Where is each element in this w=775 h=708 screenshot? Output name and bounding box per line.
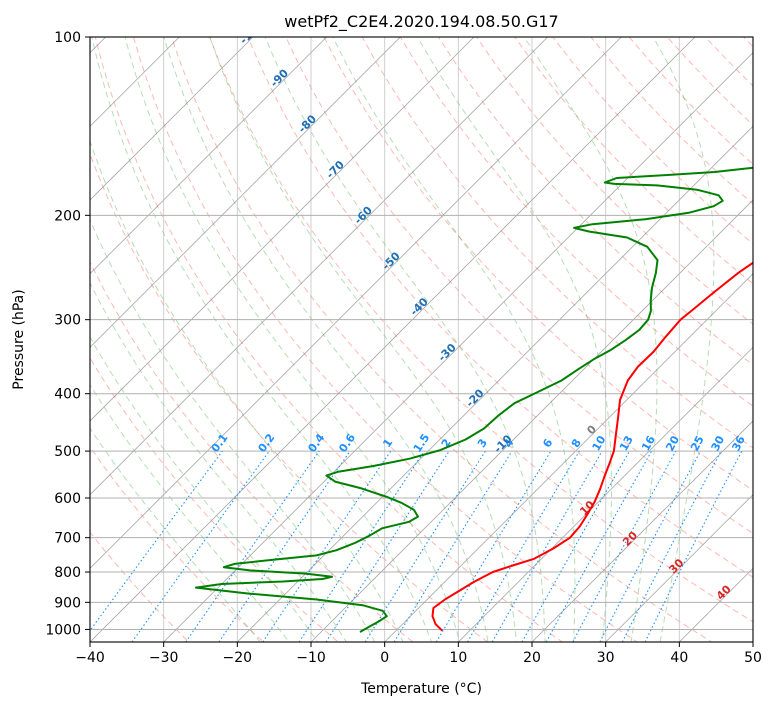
chart-title: wetPf2_C2E4.2020.194.08.50.G17 xyxy=(284,12,558,32)
axis-ticks: −40 −30 −20 −10 0 10 20 30 40 50 100 200 300 400 500 60… xyxy=(45,30,762,666)
isotherm-line xyxy=(90,37,475,422)
y-tick-label: 600 xyxy=(54,491,81,507)
isotherm-line xyxy=(237,125,753,642)
isotherm-line xyxy=(90,37,401,348)
y-tick-label: 800 xyxy=(54,565,81,581)
isotherm-line xyxy=(90,37,254,201)
dry-adiabat xyxy=(90,446,265,642)
isotherm-line xyxy=(384,273,753,642)
mixing-ratio-label: 30 xyxy=(709,433,728,453)
moist-adiabat xyxy=(90,427,261,642)
moist-adiabat xyxy=(163,37,489,642)
x-tick-label: −20 xyxy=(223,650,253,666)
mixing-ratio-line xyxy=(262,450,392,642)
dry-adiabat xyxy=(323,37,753,491)
mixing-ratio-label: 25 xyxy=(688,434,707,454)
moist-adiabat xyxy=(90,383,290,642)
x-tick-label: −40 xyxy=(75,650,105,666)
dewpoint-profile xyxy=(194,166,753,633)
x-tick-label: 0 xyxy=(380,650,389,666)
moist-adiabat xyxy=(91,37,432,642)
dry-adiabat xyxy=(90,152,489,642)
y-tick-label: 900 xyxy=(54,595,81,611)
y-tick-label: 400 xyxy=(54,387,81,403)
mixing-ratio-line xyxy=(131,450,270,642)
isotherm-line xyxy=(90,37,548,496)
dry-adiabat xyxy=(94,37,564,642)
y-tick-label: 100 xyxy=(54,30,81,46)
isotherm-line xyxy=(605,494,753,642)
y-tick-label: 200 xyxy=(54,208,81,224)
dry-adiabat xyxy=(209,37,753,623)
profile-lines xyxy=(194,166,753,633)
mixing-ratio-line xyxy=(521,450,630,642)
dry-adiabat xyxy=(247,37,753,578)
isotherm-line xyxy=(458,346,753,642)
mixing-ratio-line xyxy=(467,450,580,642)
moist-adiabat xyxy=(209,37,518,642)
x-tick-label: 20 xyxy=(523,650,541,666)
dry-adiabat xyxy=(90,260,414,642)
x-tick-label: −10 xyxy=(296,650,326,666)
isotherm-line xyxy=(310,199,753,642)
x-tick-label: −30 xyxy=(149,650,179,666)
isotherm-line xyxy=(163,52,753,642)
mixing-ratio-line xyxy=(435,450,552,642)
y-tick-label: 300 xyxy=(54,313,81,329)
x-axis-label: Temperature (°C) xyxy=(360,681,482,697)
moist-adiabat xyxy=(90,139,404,642)
mixing-ratio-line xyxy=(185,450,320,642)
moist-adiabat xyxy=(332,37,576,642)
x-tick-label: 10 xyxy=(449,650,467,666)
moist-adiabat xyxy=(652,37,715,642)
dry-adiabat xyxy=(361,37,753,449)
isotherm-line xyxy=(90,37,622,569)
mixing-ratio-line xyxy=(393,450,513,642)
dry-adiabat xyxy=(170,37,713,642)
mixing-ratio-label: 36 xyxy=(729,433,748,453)
mixing-ratio-line xyxy=(644,450,743,642)
dry-adiabat xyxy=(90,531,190,642)
mixing-ratio-line xyxy=(545,450,653,642)
x-tick-label: 50 xyxy=(744,650,762,666)
plot-frame xyxy=(89,36,754,643)
dry-adiabat xyxy=(132,37,638,642)
dry-adiabat xyxy=(514,37,753,285)
y-axis-label: Pressure (hPa) xyxy=(11,289,27,389)
dry-adiabat xyxy=(90,356,339,642)
y-tick-label: 700 xyxy=(54,531,81,547)
moist-adiabat xyxy=(90,335,319,642)
moist-adiabat xyxy=(523,37,658,642)
mixing-ratio-line xyxy=(491,450,603,642)
background-lines xyxy=(90,37,753,642)
isotherm-line xyxy=(90,37,696,642)
moist-adiabat xyxy=(416,37,612,642)
y-tick-label: 500 xyxy=(54,444,81,460)
y-tick-label: 1000 xyxy=(45,622,81,638)
dry-adiabat xyxy=(476,37,753,325)
x-tick-label: 30 xyxy=(597,650,615,666)
moist-adiabat xyxy=(264,37,546,642)
isotherm-line xyxy=(531,420,753,642)
isotherm-line xyxy=(90,37,327,275)
x-tick-label: 40 xyxy=(670,650,688,666)
temperature-profile xyxy=(431,261,753,632)
